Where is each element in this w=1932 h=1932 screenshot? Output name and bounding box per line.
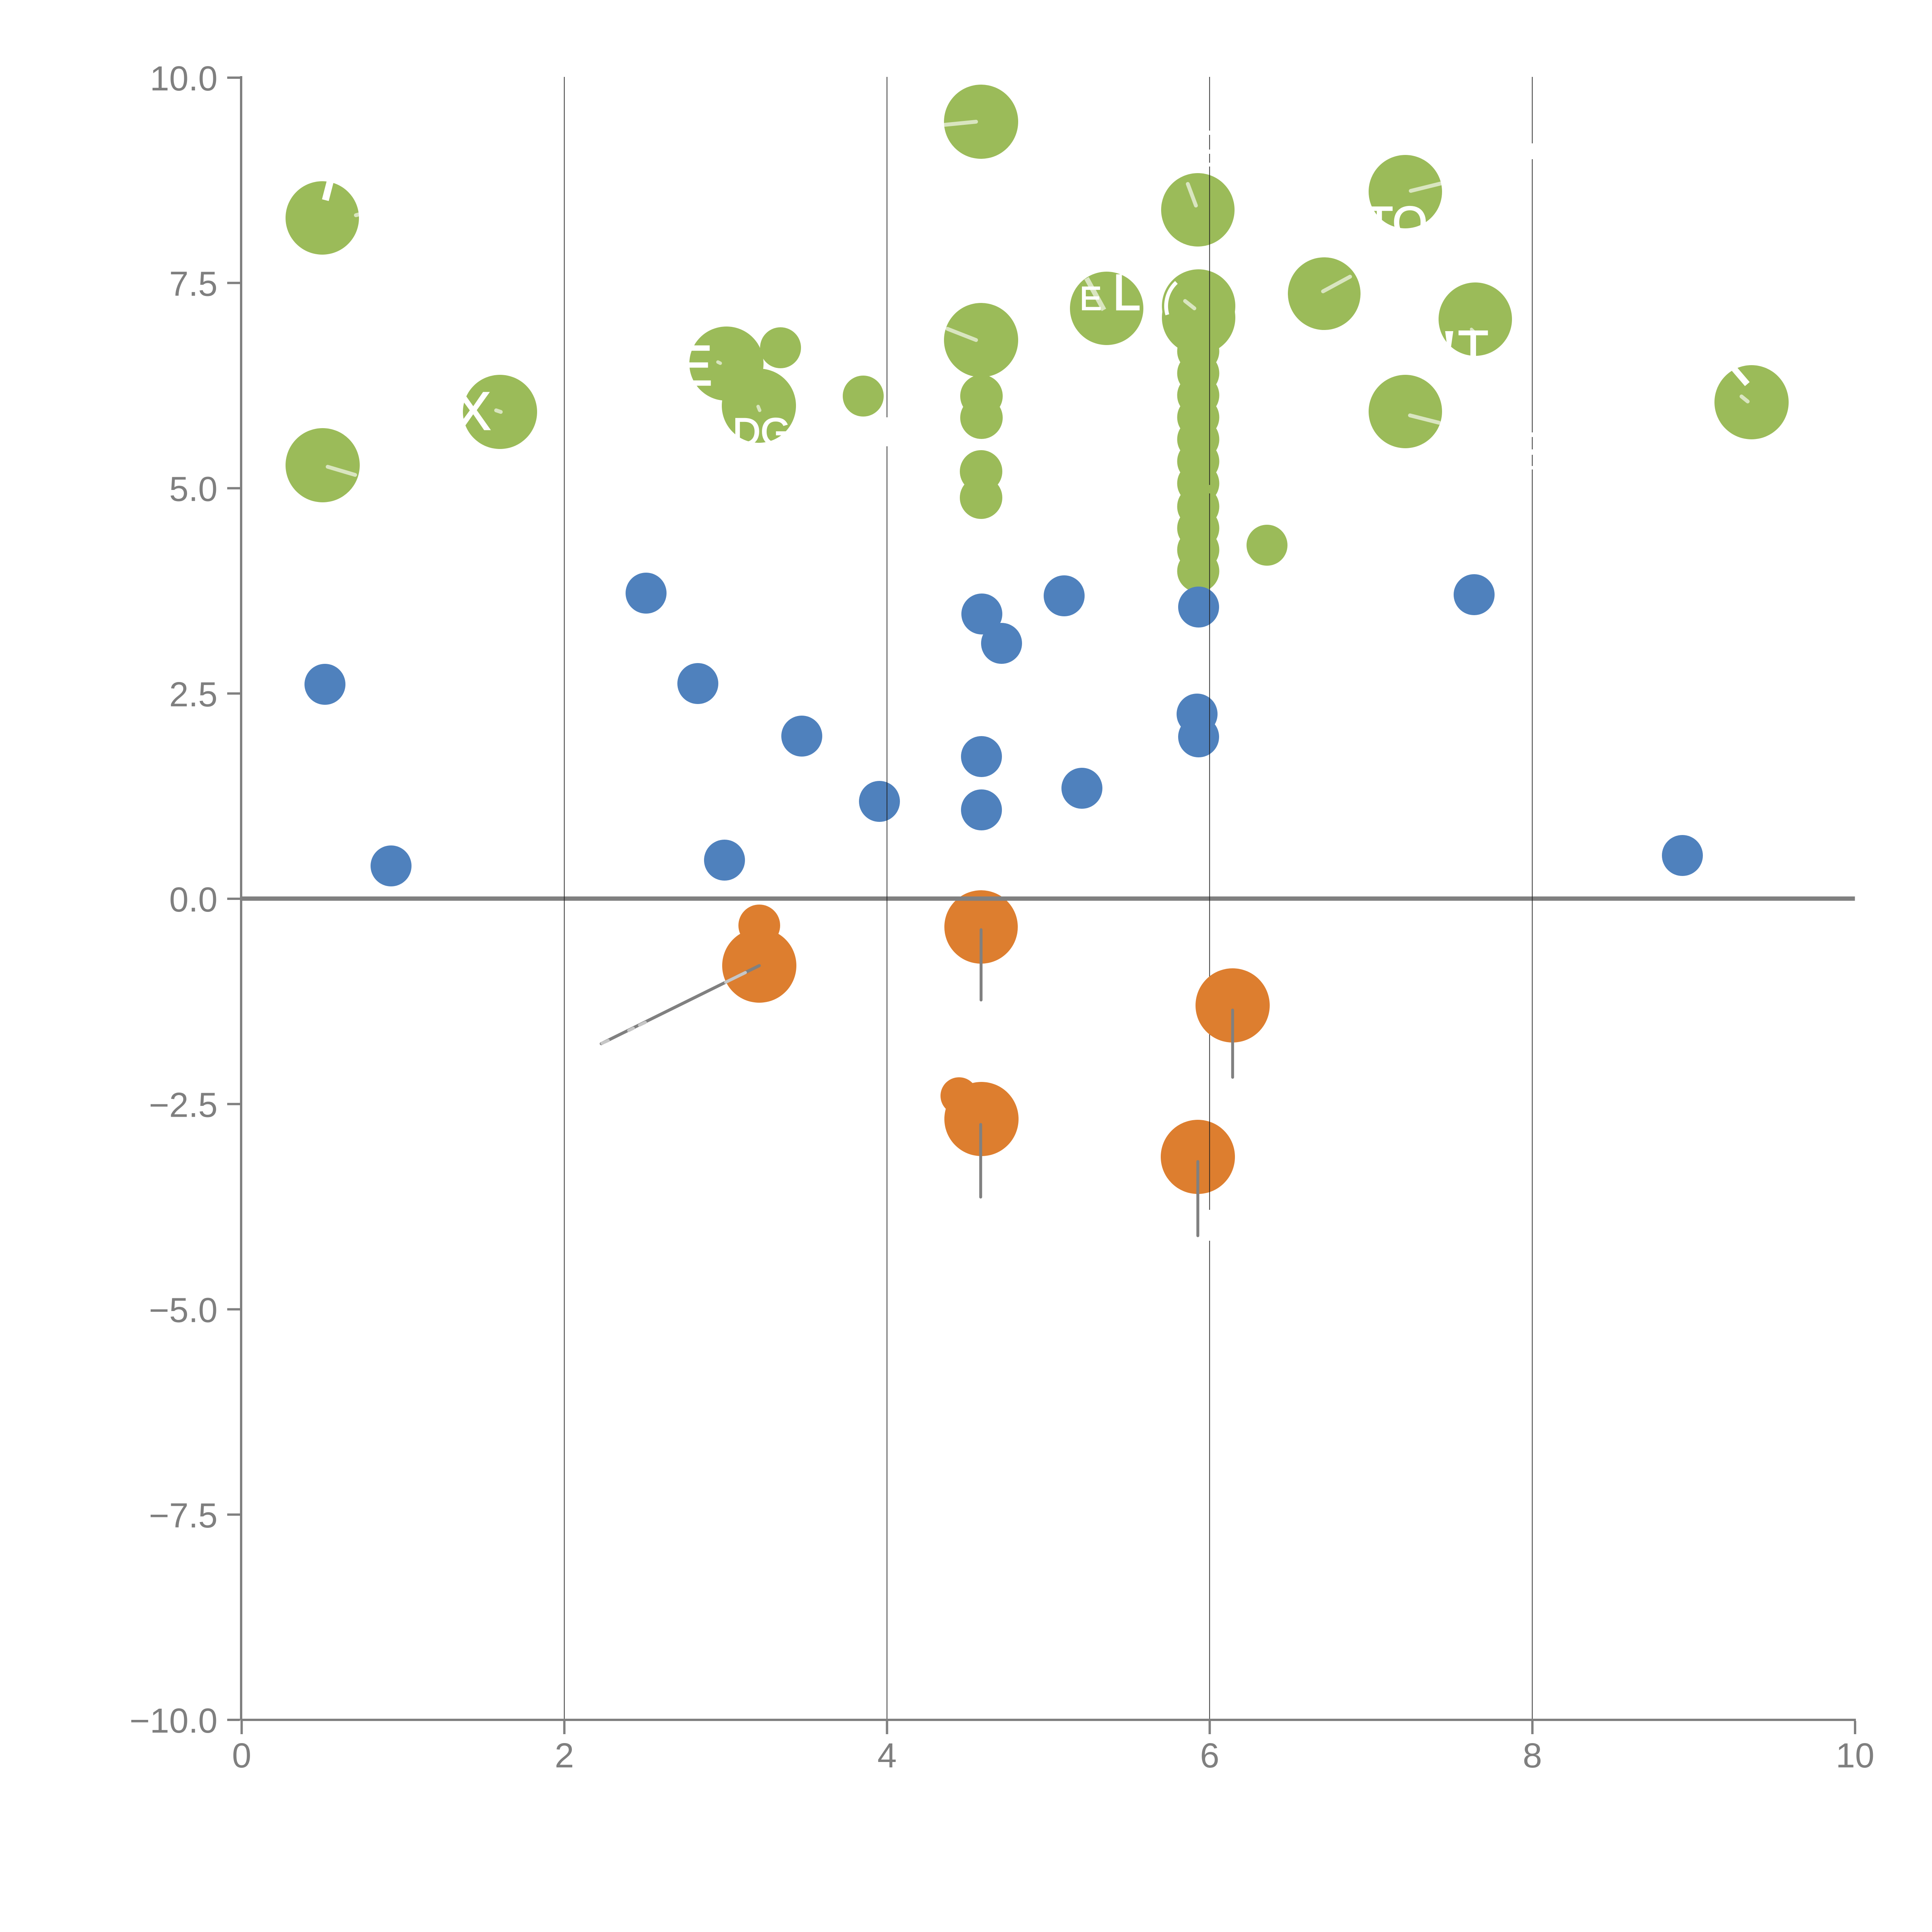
svg-text:10: 10 — [1836, 1736, 1874, 1775]
svg-text:X: X — [455, 381, 491, 441]
svg-text:8: 8 — [1523, 1736, 1542, 1775]
svg-text:10.0: 10.0 — [150, 60, 218, 98]
svg-text:0.0: 0.0 — [169, 881, 218, 919]
svg-text:7.5: 7.5 — [169, 265, 218, 303]
svg-text:DG: DG — [733, 410, 791, 454]
svg-text:0: 0 — [232, 1736, 251, 1775]
svg-text:TO: TO — [1366, 197, 1427, 248]
svg-text:−7.5: −7.5 — [149, 1497, 218, 1535]
svg-text:E: E — [675, 334, 713, 398]
svg-text:−2.5: −2.5 — [149, 1086, 218, 1124]
svg-text:−5.0: −5.0 — [149, 1291, 218, 1330]
svg-text:4: 4 — [878, 1736, 897, 1775]
svg-text:L: L — [1112, 264, 1141, 321]
svg-text:2.5: 2.5 — [169, 675, 218, 714]
svg-text:T: T — [1458, 320, 1488, 376]
svg-text:6: 6 — [1200, 1736, 1219, 1775]
svg-text:5.0: 5.0 — [169, 470, 218, 509]
svg-text:−10.0: −10.0 — [129, 1702, 218, 1740]
svg-text:2: 2 — [554, 1736, 574, 1775]
